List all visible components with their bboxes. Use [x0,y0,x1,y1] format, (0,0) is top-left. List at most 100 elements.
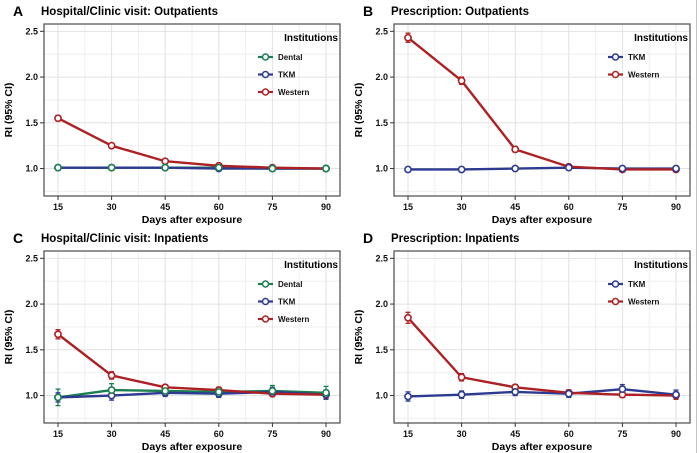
x-tick-label: 90 [321,429,331,439]
data-point-western [54,330,62,339]
panel-c-title: Hospital/Clinic visit: Inpatients [41,233,209,245]
panel-d: D Prescription: Inpatients 15 30 45 60 75 90 1… [350,227,700,453]
x-tick-label: 60 [214,429,224,439]
data-point-dental [107,163,116,172]
x-tick-label: 45 [160,429,170,439]
legend-key-marker [261,297,270,306]
legend-key-marker [611,53,620,61]
panel-b-chart: 15 30 45 60 75 90 1.0 1.5 2.0 2.5 Days after expos… [353,23,691,226]
x-axis-title: Days after exposure [492,441,593,453]
y-tick-label: 2.5 [25,253,38,263]
data-point-tkm [457,390,466,399]
legend-key-marker [261,280,270,288]
legend-key-marker [261,70,270,79]
x-tick-label: 90 [671,202,681,212]
y-tick-label: 1.5 [375,345,388,355]
x-tick-label: 30 [457,429,467,439]
y-tick-label: 1.0 [375,391,388,401]
plot-border [393,23,691,197]
legend-entry-label: Western [278,88,310,97]
data-point-tkm [511,164,520,173]
data-point-dental [214,387,223,396]
data-point-dental [268,387,277,395]
y-tick-label: 1.0 [25,164,38,174]
data-point-dental [54,393,62,402]
x-tick-label: 45 [510,429,520,439]
data-point-dental [322,388,330,397]
plot-border [43,250,341,424]
legend-key-marker [261,53,270,61]
data-point-dental [322,164,330,173]
panel-c-chart: 15 30 45 60 75 90 1.0 1.5 2.0 2.5 Days after expos… [3,250,341,453]
y-tick-label: 2.0 [375,72,388,82]
data-point-western [54,114,62,123]
data-point-dental [161,163,170,172]
data-point-western [404,33,412,42]
data-point-tkm [618,385,627,394]
data-point-dental [214,163,223,172]
legend-title: Institutions [634,260,688,271]
data-point-western [161,157,170,166]
x-axis-title: Days after exposure [142,441,243,453]
panel-a-chart: 15 30 45 60 75 90 1.0 1.5 2.0 2.5 Days after expos… [3,23,341,226]
y-tick-label: 1.5 [25,345,38,355]
x-axis-title: Days after exposure [142,214,243,226]
x-tick-label: 60 [214,202,224,212]
panel-a-label: A [13,3,24,19]
series-line-tkm [406,387,678,398]
plot-border [43,23,341,197]
data-point-dental [161,387,170,395]
legend-entry-label: Dental [278,53,302,62]
y-axis-title: RI (95% CI) [3,310,15,365]
legend-entry-label: Dental [278,280,302,289]
panel-d-title: Prescription: Inpatients [391,233,520,245]
data-point-tkm [564,163,573,172]
y-tick-label: 2.0 [25,299,38,309]
legend-entry-label: Western [278,315,310,324]
x-tick-label: 90 [321,202,331,212]
panel-b-label: B [363,3,374,19]
legend-key-marker [611,297,620,306]
data-point-western [404,313,412,322]
series-line-western [406,36,678,171]
data-point-tkm [404,165,412,174]
series-line-western [56,117,328,170]
legend-title: Institutions [284,260,338,271]
legend-key-marker [611,70,620,79]
panel-d-chart: 15 30 45 60 75 90 1.0 1.5 2.0 2.5 Days after expos… [353,250,691,453]
y-tick-label: 1.0 [25,391,38,401]
x-tick-label: 15 [403,202,413,212]
x-tick-label: 60 [564,429,574,439]
plot-border [393,250,691,424]
x-tick-label: 15 [403,429,413,439]
y-tick-label: 2.5 [375,253,388,263]
legend-entry-label: Western [628,70,660,79]
figure-right-border-line [696,0,697,453]
panel-a: A Hospital/Clinic visit: Outpatients 15 3… [0,0,350,227]
y-tick-label: 1.5 [25,118,38,128]
data-point-tkm [672,390,680,399]
y-tick-label: 2.5 [375,26,388,36]
x-axis-title: Days after exposure [492,214,593,226]
x-tick-label: 15 [53,429,63,439]
x-tick-label: 75 [267,202,277,212]
y-tick-label: 1.5 [375,118,388,128]
data-point-western [511,145,520,154]
x-tick-label: 30 [107,202,117,212]
data-point-western [107,371,116,380]
legend-entry-label: TKM [628,280,646,289]
x-tick-label: 75 [617,429,627,439]
x-tick-label: 30 [457,202,467,212]
x-tick-label: 15 [53,202,63,212]
data-point-dental [54,163,62,172]
legend-title: Institutions [634,33,688,44]
x-tick-label: 75 [617,202,627,212]
panel-d-label: D [363,230,374,246]
panel-b-title: Prescription: Outpatients [391,6,530,18]
y-axis-title: RI (95% CI) [3,83,15,138]
y-tick-label: 2.0 [375,299,388,309]
data-point-western [457,76,466,85]
x-tick-label: 90 [671,429,681,439]
legend-entry-label: TKM [278,297,296,306]
